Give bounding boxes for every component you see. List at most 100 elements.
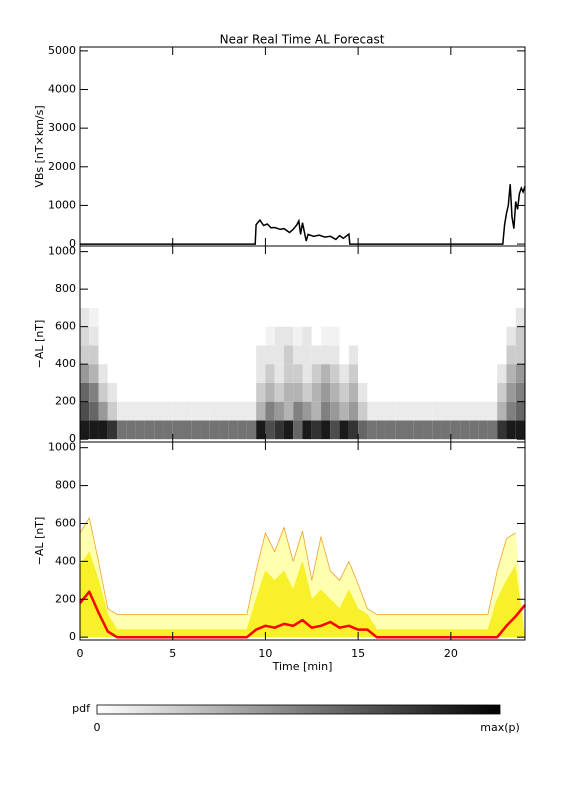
heatmap-cell (404, 401, 414, 421)
heatmap-cell (107, 345, 118, 365)
heatmap-cell (144, 307, 155, 327)
heatmap-cell (80, 307, 90, 327)
heatmap-cell (515, 364, 525, 383)
heatmap-cell (228, 420, 238, 440)
heatmap-cell (423, 401, 433, 421)
heatmap-cell (376, 364, 386, 383)
heatmap-cell (487, 401, 498, 421)
heatmap-cell (265, 382, 275, 402)
heatmap-cell (256, 307, 266, 327)
heatmap-cell (200, 307, 210, 327)
y-tick-label: 200 (55, 592, 76, 605)
heatmap-cell (219, 364, 229, 383)
heatmap-cell (311, 401, 322, 421)
heatmap-cell (302, 326, 312, 346)
heatmap-cell (98, 326, 108, 346)
heatmap-cell (89, 364, 99, 383)
y-tick-label: 200 (55, 395, 76, 408)
heatmap-cell (256, 364, 266, 383)
heatmap-cell (144, 345, 155, 365)
heatmap-cell (506, 307, 516, 327)
heatmap-cell (172, 307, 182, 327)
heatmap-cell (283, 364, 294, 383)
x-axis-label: Time [min] (272, 660, 333, 673)
heatmap-cell (441, 307, 451, 327)
heatmap-cell (98, 420, 108, 440)
heatmap-cell (154, 401, 164, 421)
heatmap-cell (126, 345, 136, 365)
heatmap-cell (497, 307, 507, 327)
heatmap-cell (265, 307, 275, 327)
heatmap-cell (107, 326, 118, 346)
heatmap-cell (358, 401, 368, 421)
heatmap-cell (209, 382, 220, 402)
heatmap-cell (358, 364, 368, 383)
heatmap-cell (321, 382, 331, 402)
heatmap-cell (330, 345, 340, 365)
heatmap-cell (441, 364, 451, 383)
heatmap-cell (321, 345, 331, 365)
heatmap-cell (487, 364, 498, 383)
x-tick-label: 5 (169, 647, 176, 660)
heatmap-cell (348, 326, 359, 346)
heatmap-cell (367, 364, 377, 383)
heatmap-cell (246, 326, 257, 346)
heatmap-cell (107, 307, 118, 327)
heatmap-cell (515, 326, 525, 346)
heatmap-cell (274, 420, 284, 440)
heatmap-cell (80, 420, 90, 440)
heatmap-cell (450, 382, 461, 402)
heatmap-cell (478, 382, 488, 402)
heatmap-cell (478, 307, 488, 327)
heatmap-cell (469, 401, 479, 421)
heatmap-cell (191, 364, 201, 383)
heatmap-cell (89, 345, 99, 365)
heatmap-cell (80, 382, 90, 402)
heatmap-cell (246, 382, 257, 402)
heatmap-cell (219, 382, 229, 402)
y-tick-label: 3000 (48, 121, 76, 134)
heatmap-cell (385, 326, 396, 346)
panel: 0 200 400 600 800 1000 −AL [nT] (33, 245, 526, 445)
y-tick-label: 0 (69, 432, 76, 445)
heatmap-cell (460, 382, 470, 402)
colorbar-min-label: 0 (94, 721, 101, 734)
band-line (79, 551, 516, 630)
heatmap-cell (274, 382, 284, 402)
heatmap-cell (515, 382, 525, 402)
heatmap-cell (441, 420, 451, 440)
heatmap-cell (200, 364, 210, 383)
heatmap-cell (237, 345, 247, 365)
heatmap-cell (107, 382, 118, 402)
heatmap-cell (497, 345, 507, 365)
heatmap-cell (321, 364, 331, 383)
heatmap-cell (413, 382, 424, 402)
heatmap-cell (256, 382, 266, 402)
heatmap-cell (506, 326, 516, 346)
heatmap-cell (497, 326, 507, 346)
heatmap-cell (413, 345, 424, 365)
heatmap-cell (246, 345, 257, 365)
heatmap-cell (450, 420, 461, 440)
heatmap-cell (228, 382, 238, 402)
heatmap-cell (98, 364, 108, 383)
y-tick-label: 400 (55, 554, 76, 567)
heatmap-cell (89, 420, 99, 440)
heatmap-cell (89, 326, 99, 346)
heatmap-cell (515, 345, 525, 365)
heatmap-cell (413, 307, 424, 327)
heatmap-cell (98, 307, 108, 327)
heatmap-cell (321, 307, 331, 327)
heatmap-cell (497, 364, 507, 383)
heatmap-cell (385, 382, 396, 402)
heatmap-cell (506, 364, 516, 383)
heatmap-cell (219, 307, 229, 327)
heatmap-cell (256, 401, 266, 421)
heatmap-cell (460, 401, 470, 421)
heatmap-cell (376, 401, 386, 421)
heatmap-cell (107, 420, 118, 440)
heatmap-cell (330, 382, 340, 402)
heatmap-cell (283, 326, 294, 346)
heatmap-cell (228, 364, 238, 383)
